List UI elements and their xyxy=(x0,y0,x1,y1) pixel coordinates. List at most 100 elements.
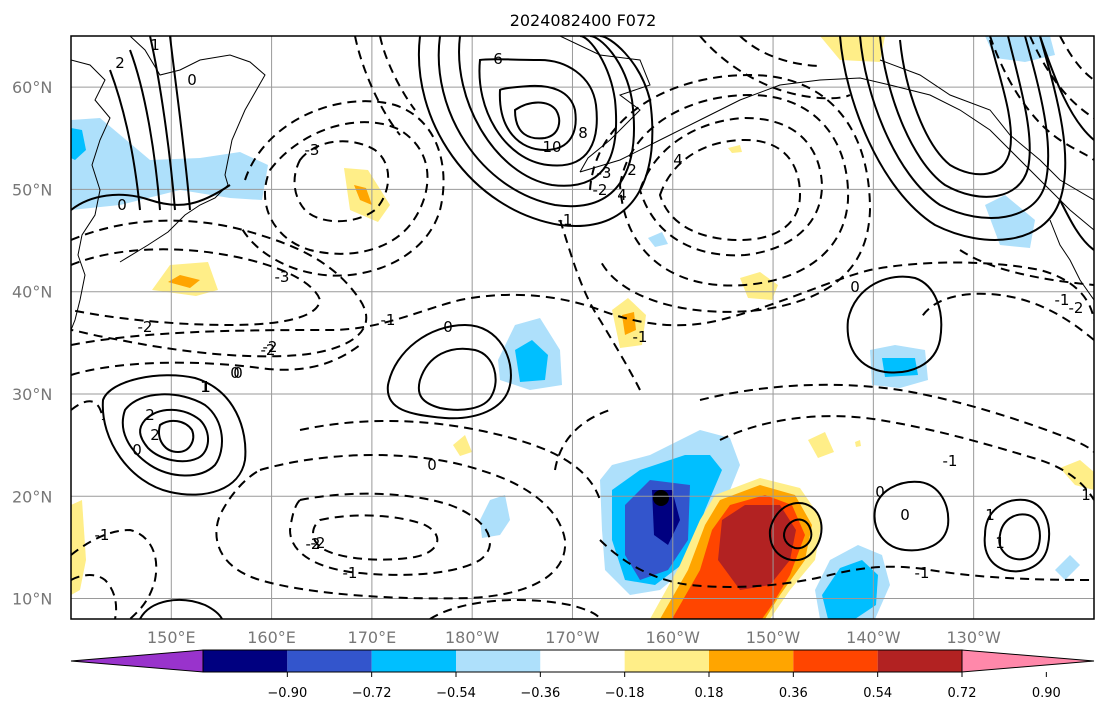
svg-text:-2: -2 xyxy=(1069,299,1084,317)
colorbar-extend-high xyxy=(961,649,1095,673)
svg-text:10: 10 xyxy=(542,138,561,156)
solid-contours xyxy=(71,36,1067,619)
shade-blue-top-right xyxy=(985,36,1055,62)
svg-text:0: 0 xyxy=(850,278,860,296)
svg-text:-2: -2 xyxy=(593,181,608,199)
colorbar-tick-label: 0.72 xyxy=(948,686,977,701)
lon-label: 140°W xyxy=(846,628,901,647)
contour-label: -3 xyxy=(275,268,290,286)
svg-text:-2: -2 xyxy=(261,341,276,359)
map-area: 21001-2-3-1-2-3068102-1440-1-2-30-2-1-20… xyxy=(71,36,1094,619)
svg-text:-2: -2 xyxy=(306,535,321,553)
contour-label: 2 xyxy=(115,54,125,72)
map-frame xyxy=(70,35,1095,620)
contour-label: 1 xyxy=(150,36,160,54)
colorbar-segment xyxy=(709,650,794,672)
colorbar-segment xyxy=(371,650,456,672)
shade-yellow-small-40n xyxy=(740,272,778,300)
lon-label: 130°W xyxy=(946,628,1001,647)
contour-label: 4 xyxy=(617,186,627,204)
svg-text:0: 0 xyxy=(443,318,453,336)
contour-label: 10 xyxy=(542,138,561,156)
contour-label: 2 xyxy=(627,161,637,179)
svg-text:0: 0 xyxy=(233,364,243,382)
colorbar-tick-label: −0.72 xyxy=(352,686,392,701)
contour-label: -1 xyxy=(95,526,110,544)
svg-text:1: 1 xyxy=(985,506,995,524)
contour-label: 1 xyxy=(985,506,995,524)
svg-text:0: 0 xyxy=(427,456,437,474)
svg-text:1: 1 xyxy=(200,378,210,396)
svg-text:-1: -1 xyxy=(381,311,396,329)
svg-text:0: 0 xyxy=(875,483,885,501)
colorbar: −0.90 −0.72 −0.54 −0.36 −0.18 0.18 0.36 0.54 0.7… xyxy=(70,649,1095,701)
svg-text:0: 0 xyxy=(900,506,910,524)
contour-label: -2 xyxy=(593,181,608,199)
svg-text:2: 2 xyxy=(150,426,160,444)
svg-text:-1: -1 xyxy=(95,526,110,544)
svg-text:-1: -1 xyxy=(1055,291,1070,309)
contour-label: -2 xyxy=(311,534,326,552)
contour-label: 0 xyxy=(850,278,860,296)
lat-label: 10°N xyxy=(12,590,52,609)
svg-text:6: 6 xyxy=(493,50,503,68)
lon-label: 160°W xyxy=(646,628,701,647)
chart-title: 2024082400 F072 xyxy=(510,11,657,30)
colorbar-segment xyxy=(540,650,625,672)
colorbar-segment xyxy=(287,650,372,672)
lat-label: 30°N xyxy=(12,385,52,404)
contour-label: 2 xyxy=(150,426,160,444)
contour-label: -3 xyxy=(597,164,612,182)
contour-label: -3 xyxy=(305,141,320,159)
svg-text:-1: -1 xyxy=(633,328,648,346)
coastline-alaska-west xyxy=(559,36,651,173)
shade-small-yellow-alaska xyxy=(728,145,742,153)
contour-label: -2 xyxy=(1069,299,1084,317)
lon-label: 170°E xyxy=(348,628,397,647)
svg-text:-3: -3 xyxy=(275,268,290,286)
shade-yellow-top xyxy=(820,36,885,62)
colorbar-segment xyxy=(877,650,962,672)
shade-cyan-30n-175w xyxy=(515,340,548,382)
lon-label: 180°W xyxy=(445,628,500,647)
colorbar-segment xyxy=(203,650,288,672)
contour-label: 2 xyxy=(145,406,155,424)
shade-blue-180-18n xyxy=(480,495,510,538)
coastline-asia xyxy=(71,59,111,331)
colorbar-tick-label: 0.54 xyxy=(863,686,892,701)
contour-label: 1 xyxy=(200,378,210,396)
lon-label: 160°E xyxy=(247,628,296,647)
shade-yellow-west-edge xyxy=(71,500,86,595)
lat-label: 20°N xyxy=(12,487,52,506)
contour-label: 0 xyxy=(233,364,243,382)
colorbar-outline xyxy=(202,649,963,673)
shade-black-core xyxy=(653,490,669,506)
contour-labels: 21001-2-3-1-2-3068102-1440-1-2-30-2-1-20… xyxy=(95,36,1091,582)
colorbar-tick-label: −0.54 xyxy=(436,686,476,701)
svg-text:-1: -1 xyxy=(943,452,958,470)
colorbar-segment xyxy=(624,650,709,672)
longitude-labels: 150°E 160°E 170°E 180°W 170°W 160°W 150°W 140°W… xyxy=(147,628,1001,647)
shade-cyan-south-140w xyxy=(822,560,878,619)
svg-text:0: 0 xyxy=(187,71,197,89)
contour-lines xyxy=(71,36,1094,619)
shade-west-cyan xyxy=(71,128,86,160)
shade-yellow-small-25n-173e xyxy=(453,435,472,456)
svg-text:4: 4 xyxy=(673,151,683,169)
contour-label: 0 xyxy=(427,456,437,474)
svg-text:0: 0 xyxy=(132,441,142,459)
coastline-north-america xyxy=(1049,219,1094,301)
contour-label: -1 xyxy=(381,311,396,329)
contour-label: -1 xyxy=(943,452,958,470)
contour-label: -1 xyxy=(343,564,358,582)
svg-text:1: 1 xyxy=(1081,486,1091,504)
colorbar-segment xyxy=(793,650,878,672)
shade-dark-red-south xyxy=(718,505,796,590)
contour-label: -1 xyxy=(558,211,573,229)
contour-label: -1 xyxy=(633,328,648,346)
colorbar-tick-label: −0.90 xyxy=(267,686,307,701)
colorbar-tick-label: −0.18 xyxy=(605,686,645,701)
contour-label: 1 xyxy=(1081,486,1091,504)
colorbar-tick-label: 0.90 xyxy=(1032,686,1061,701)
